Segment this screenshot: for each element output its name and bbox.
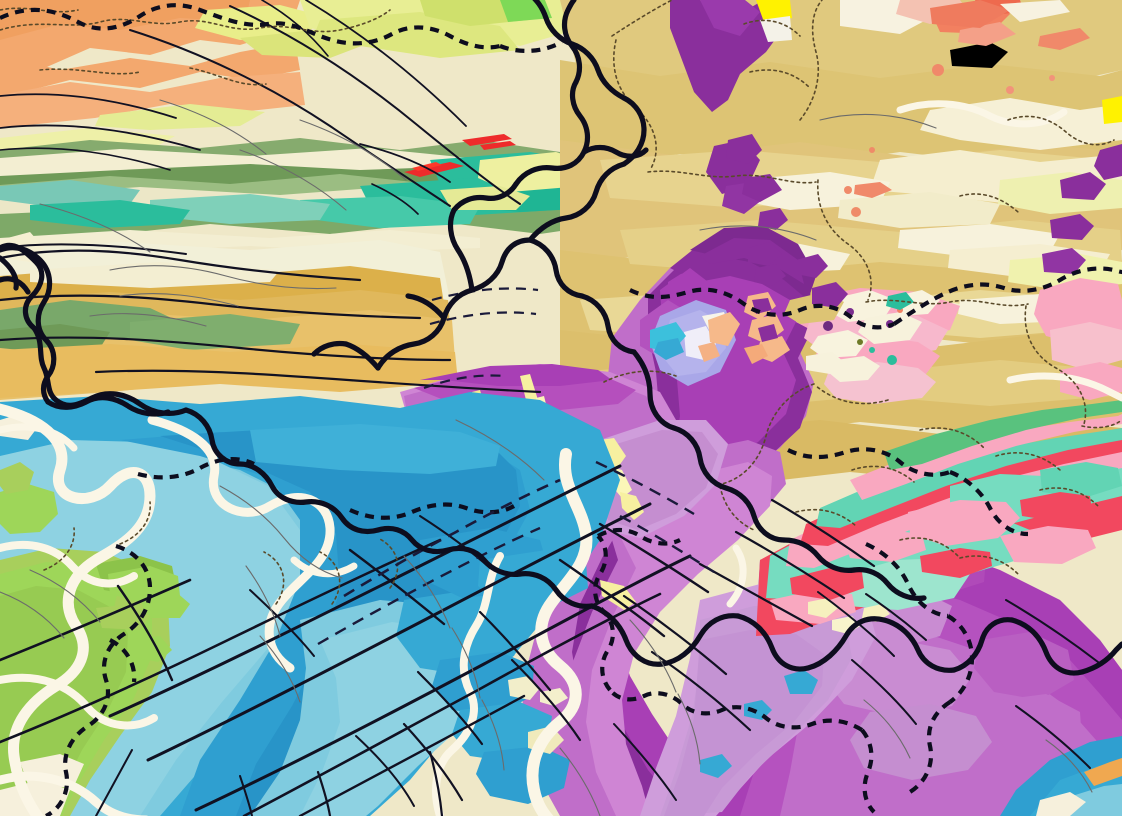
region-e-pink-transition xyxy=(784,288,960,404)
region-e-red-pink-belt xyxy=(756,400,1122,636)
region-small-purple-patches xyxy=(726,134,848,308)
rivers xyxy=(0,100,1122,816)
region-khaki-purple-blobs xyxy=(748,96,1122,286)
region-ne-accent-patches xyxy=(840,0,1070,34)
region-central-purple-massif xyxy=(522,0,816,816)
region-sw-blue-basin xyxy=(0,392,620,816)
admin-boundaries-dashed xyxy=(0,3,1122,816)
minor-contact-lines xyxy=(0,99,1093,816)
international-borders xyxy=(0,0,1122,676)
